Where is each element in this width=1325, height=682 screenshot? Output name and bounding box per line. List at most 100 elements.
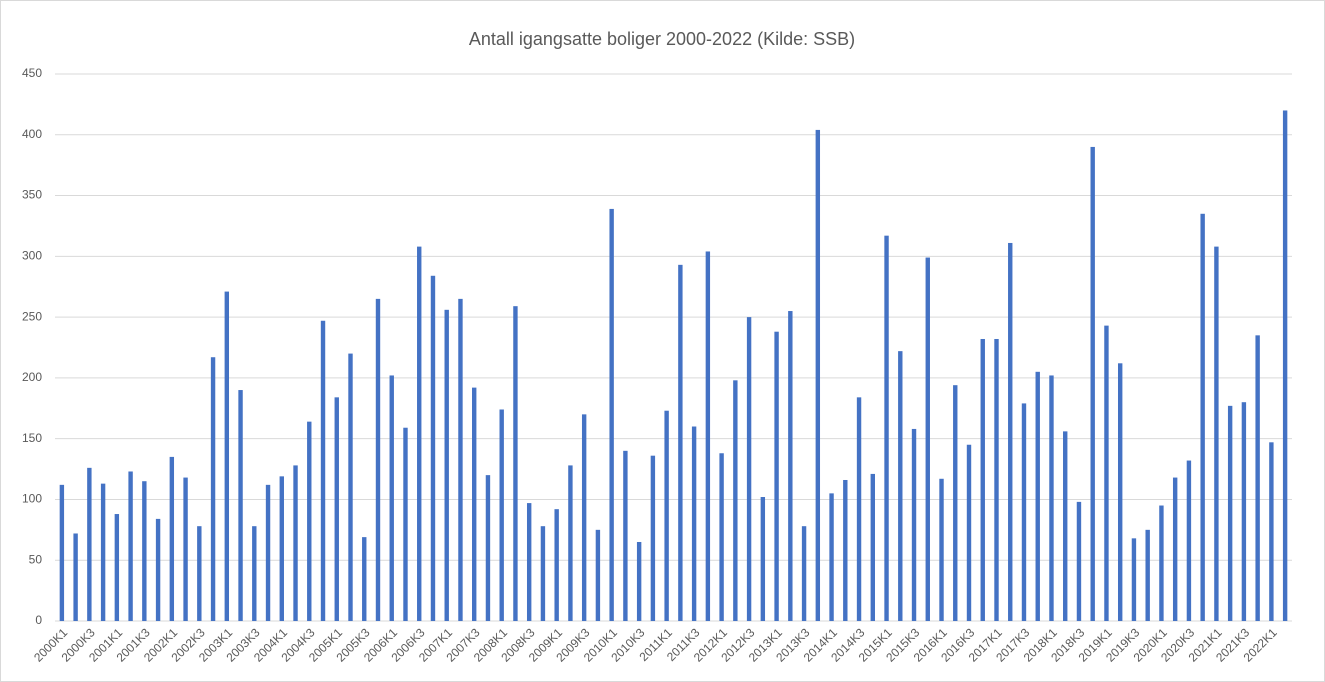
bar xyxy=(1241,402,1247,621)
bar xyxy=(884,235,889,621)
bar xyxy=(911,428,917,621)
bar xyxy=(925,257,930,621)
bar xyxy=(1145,529,1150,621)
bar xyxy=(73,533,78,621)
bar xyxy=(513,306,518,621)
bar xyxy=(788,311,793,621)
bar xyxy=(320,320,326,621)
bar xyxy=(279,476,284,621)
y-tick-label: 200 xyxy=(22,370,42,384)
bar xyxy=(1104,325,1109,621)
bar xyxy=(650,455,656,621)
bar xyxy=(238,390,243,621)
bar xyxy=(348,353,353,621)
bar xyxy=(362,537,367,621)
bar xyxy=(801,526,807,621)
bar xyxy=(994,338,999,621)
bar xyxy=(1021,403,1027,621)
y-tick-label: 250 xyxy=(22,309,42,323)
bar xyxy=(114,514,120,621)
bar xyxy=(526,503,532,621)
bar xyxy=(856,397,862,621)
bar xyxy=(540,526,546,621)
bar xyxy=(444,309,449,621)
bar xyxy=(334,397,339,621)
y-tick-label: 350 xyxy=(22,188,42,202)
bar xyxy=(1269,442,1274,621)
bar xyxy=(554,509,559,621)
y-tick-label: 150 xyxy=(22,431,42,445)
bar xyxy=(1131,538,1137,621)
bar xyxy=(1035,371,1040,621)
bar xyxy=(1090,146,1095,621)
y-tick-label: 450 xyxy=(22,66,42,80)
bar xyxy=(1172,477,1178,621)
bar xyxy=(265,484,271,621)
bar xyxy=(375,298,381,621)
bar xyxy=(485,475,491,621)
bar xyxy=(746,317,752,621)
bar xyxy=(224,291,230,621)
bar xyxy=(1214,246,1219,621)
bar xyxy=(664,410,669,621)
bar xyxy=(1008,242,1013,621)
bar xyxy=(1049,375,1054,621)
bar xyxy=(293,465,298,621)
y-tick-label: 100 xyxy=(22,492,42,506)
bar xyxy=(719,453,724,621)
chart-title: Antall igangsatte boliger 2000-2022 (Kil… xyxy=(469,29,855,49)
bar xyxy=(128,471,133,621)
bar xyxy=(898,351,903,621)
bar xyxy=(691,426,697,621)
bar xyxy=(829,493,834,621)
bar xyxy=(815,129,821,621)
bar xyxy=(403,427,408,621)
bar xyxy=(252,526,257,621)
y-tick-label: 300 xyxy=(22,249,42,263)
bar xyxy=(389,375,394,621)
bar xyxy=(966,444,972,621)
bar xyxy=(939,478,944,621)
bar xyxy=(568,465,573,621)
bar xyxy=(774,331,779,621)
bar xyxy=(1186,460,1192,621)
bar xyxy=(87,467,92,621)
bar xyxy=(733,380,738,621)
bar xyxy=(472,387,477,621)
bar xyxy=(417,246,422,621)
bar xyxy=(307,421,312,621)
bar xyxy=(1117,363,1123,621)
y-tick-label: 400 xyxy=(22,127,42,141)
bar xyxy=(1282,110,1288,621)
bar xyxy=(1063,431,1068,621)
bar xyxy=(760,497,766,621)
bar xyxy=(142,481,147,621)
bar xyxy=(609,208,614,621)
bar xyxy=(458,298,463,621)
bar xyxy=(155,518,161,621)
bar xyxy=(1227,405,1233,621)
bar xyxy=(183,477,188,621)
bar xyxy=(59,484,65,621)
bar xyxy=(169,456,175,621)
bar xyxy=(499,409,504,621)
bar xyxy=(581,414,587,621)
bar xyxy=(1200,213,1205,622)
bar xyxy=(595,529,601,621)
bar xyxy=(623,450,628,621)
bar xyxy=(197,526,202,621)
bar xyxy=(678,264,683,621)
bar xyxy=(843,479,848,621)
bar xyxy=(210,357,216,621)
bar xyxy=(980,338,985,621)
bar xyxy=(870,473,875,621)
bar xyxy=(430,275,436,621)
bar xyxy=(705,251,711,621)
bar xyxy=(636,541,642,621)
bar xyxy=(100,483,106,621)
bar xyxy=(1159,505,1164,621)
bar xyxy=(1255,335,1260,621)
y-tick-label: 0 xyxy=(35,613,42,627)
bar xyxy=(1076,501,1082,621)
